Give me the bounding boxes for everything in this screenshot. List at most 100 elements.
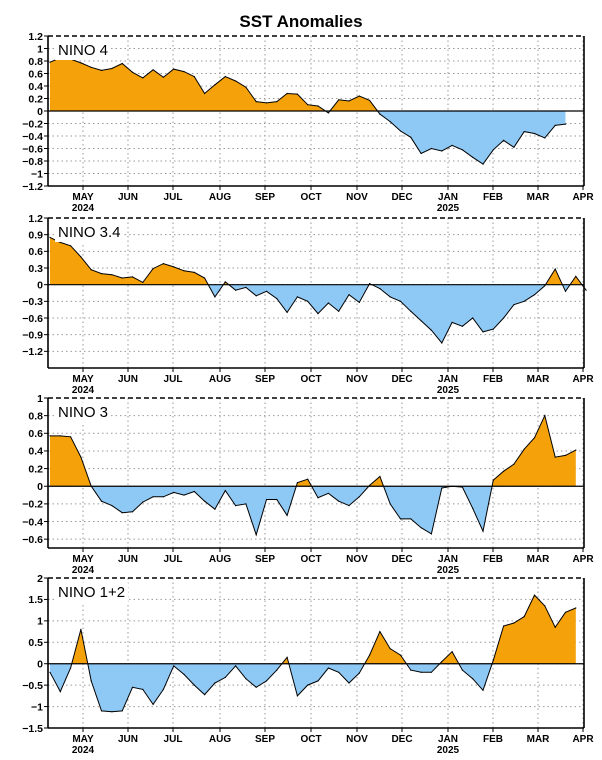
data-point [513, 304, 515, 306]
y-tick-label: −0.9 [22, 329, 43, 341]
data-points [49, 415, 577, 536]
data-point [420, 671, 422, 673]
data-point [70, 436, 72, 438]
data-point [235, 80, 237, 82]
data-point [430, 671, 432, 673]
y-tick-label: 1.5 [28, 594, 43, 606]
data-point [286, 311, 288, 313]
data-point [338, 310, 340, 312]
y-tick-label: −0.6 [22, 143, 43, 155]
year-label: 2025 [437, 745, 460, 756]
data-point [193, 490, 195, 493]
data-point [554, 124, 556, 126]
x-tick-label: JUN [118, 192, 138, 203]
data-point [131, 71, 134, 73]
series-line [50, 414, 577, 537]
data-point [317, 680, 319, 682]
data-point [70, 667, 72, 669]
panel-title-background [55, 403, 112, 422]
data-point [286, 656, 288, 658]
y-tick-label: 0.4 [28, 446, 43, 458]
data-point [327, 492, 329, 494]
x-tick-label: APR [572, 734, 594, 745]
x-tick-label: AUG [209, 374, 231, 385]
y-tick-label: 0.4 [28, 81, 43, 93]
data-point [307, 478, 309, 480]
y-tick-label: 1 [37, 393, 43, 405]
data-point [59, 435, 61, 437]
x-tick-label: JUN [118, 734, 138, 745]
data-point [265, 498, 268, 501]
data-point [544, 137, 546, 139]
data-point [472, 507, 474, 509]
data-point [152, 496, 154, 498]
data-point [420, 527, 422, 529]
data-point [111, 274, 113, 276]
data-point [338, 671, 340, 673]
data-point [338, 99, 340, 101]
data-point [348, 294, 350, 296]
y-tick-label: −0.2 [22, 499, 43, 511]
data-point [523, 131, 525, 133]
data-point [265, 290, 268, 292]
data-point [255, 101, 257, 103]
y-tick-label: −0.4 [22, 131, 43, 143]
y-tick-label: −0.3 [22, 296, 43, 308]
data-point [379, 475, 381, 478]
data-point [441, 150, 443, 152]
x-tick-label: JUN [118, 374, 138, 385]
data-point [70, 245, 72, 247]
y-tick-label: −1.2 [22, 346, 43, 358]
data-point [399, 300, 402, 302]
data-point [80, 62, 82, 64]
panel-nino-3-4: 1.2 0.9 0.6 0.3 0 −0.3 −0.6 −0.9 −1.2 MAY JUN JUL AU… [22, 213, 594, 396]
data-point [554, 456, 556, 458]
data-point [389, 121, 391, 123]
data-point [100, 69, 103, 71]
data-point [307, 684, 309, 686]
data-point [255, 295, 257, 297]
year-label: 2025 [437, 203, 460, 214]
y-tick-label: 0 [37, 481, 43, 493]
data-point [482, 163, 484, 165]
y-tick-label: 2 [37, 573, 43, 585]
data-point [533, 594, 536, 596]
data-point [575, 449, 577, 451]
data-point [296, 93, 298, 95]
data-point [327, 302, 329, 304]
data-point [224, 76, 226, 78]
data-point [492, 328, 494, 330]
x-tick-label: FEB [483, 554, 503, 565]
data-point [224, 676, 226, 679]
data-point [523, 616, 525, 618]
data-point [142, 77, 144, 79]
x-tick-label: NOV [346, 554, 368, 565]
x-tick-label: JAN [438, 554, 458, 565]
data-point [461, 669, 463, 671]
y-tick-label: 0.6 [28, 428, 43, 440]
data-point [554, 268, 556, 270]
data-point [49, 671, 51, 673]
data-point [348, 682, 350, 684]
data-point [173, 68, 175, 70]
y-tick-label: −0.6 [22, 313, 43, 325]
data-point [472, 678, 474, 680]
data-point [533, 294, 536, 296]
y-tick-label: 0.2 [28, 463, 43, 475]
data-point [296, 695, 298, 697]
y-tick-label: −0.2 [22, 118, 43, 130]
y-tick-label: 0.8 [28, 410, 43, 422]
data-point [59, 691, 61, 693]
data-point [173, 491, 175, 493]
data-point [389, 503, 391, 505]
data-point [451, 485, 453, 487]
figure-title: SST Anomalies [239, 12, 362, 31]
data-point [142, 688, 144, 691]
data-point [461, 325, 463, 327]
data-point [204, 92, 206, 95]
data-point [451, 144, 453, 146]
data-point [173, 665, 175, 667]
data-point [49, 435, 51, 437]
x-tick-label: JAN [438, 192, 458, 203]
y-tick-label: −1.2 [22, 181, 43, 193]
